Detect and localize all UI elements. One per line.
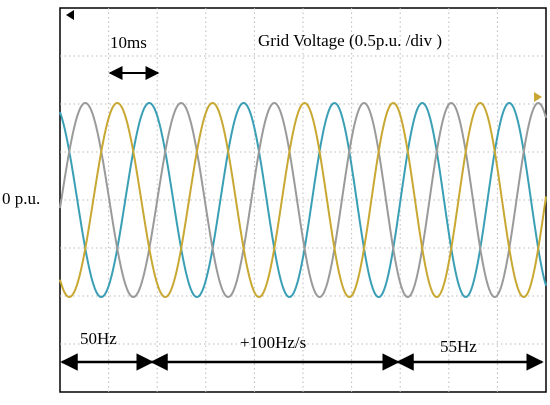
waveform [59,101,547,299]
segment-label: 55Hz [440,337,477,356]
segment-label: +100Hz/s [240,333,306,352]
segment-label: 50Hz [80,329,117,348]
waveform [59,101,547,299]
waveforms [59,101,547,299]
zero-label: 0 p.u. [2,189,40,208]
trigger-marker [66,10,74,20]
waveform [59,101,547,299]
title: Grid Voltage (0.5p.u. /div ) [258,31,442,50]
channel-marker [534,92,542,102]
time-scale: 10ms [110,33,147,52]
